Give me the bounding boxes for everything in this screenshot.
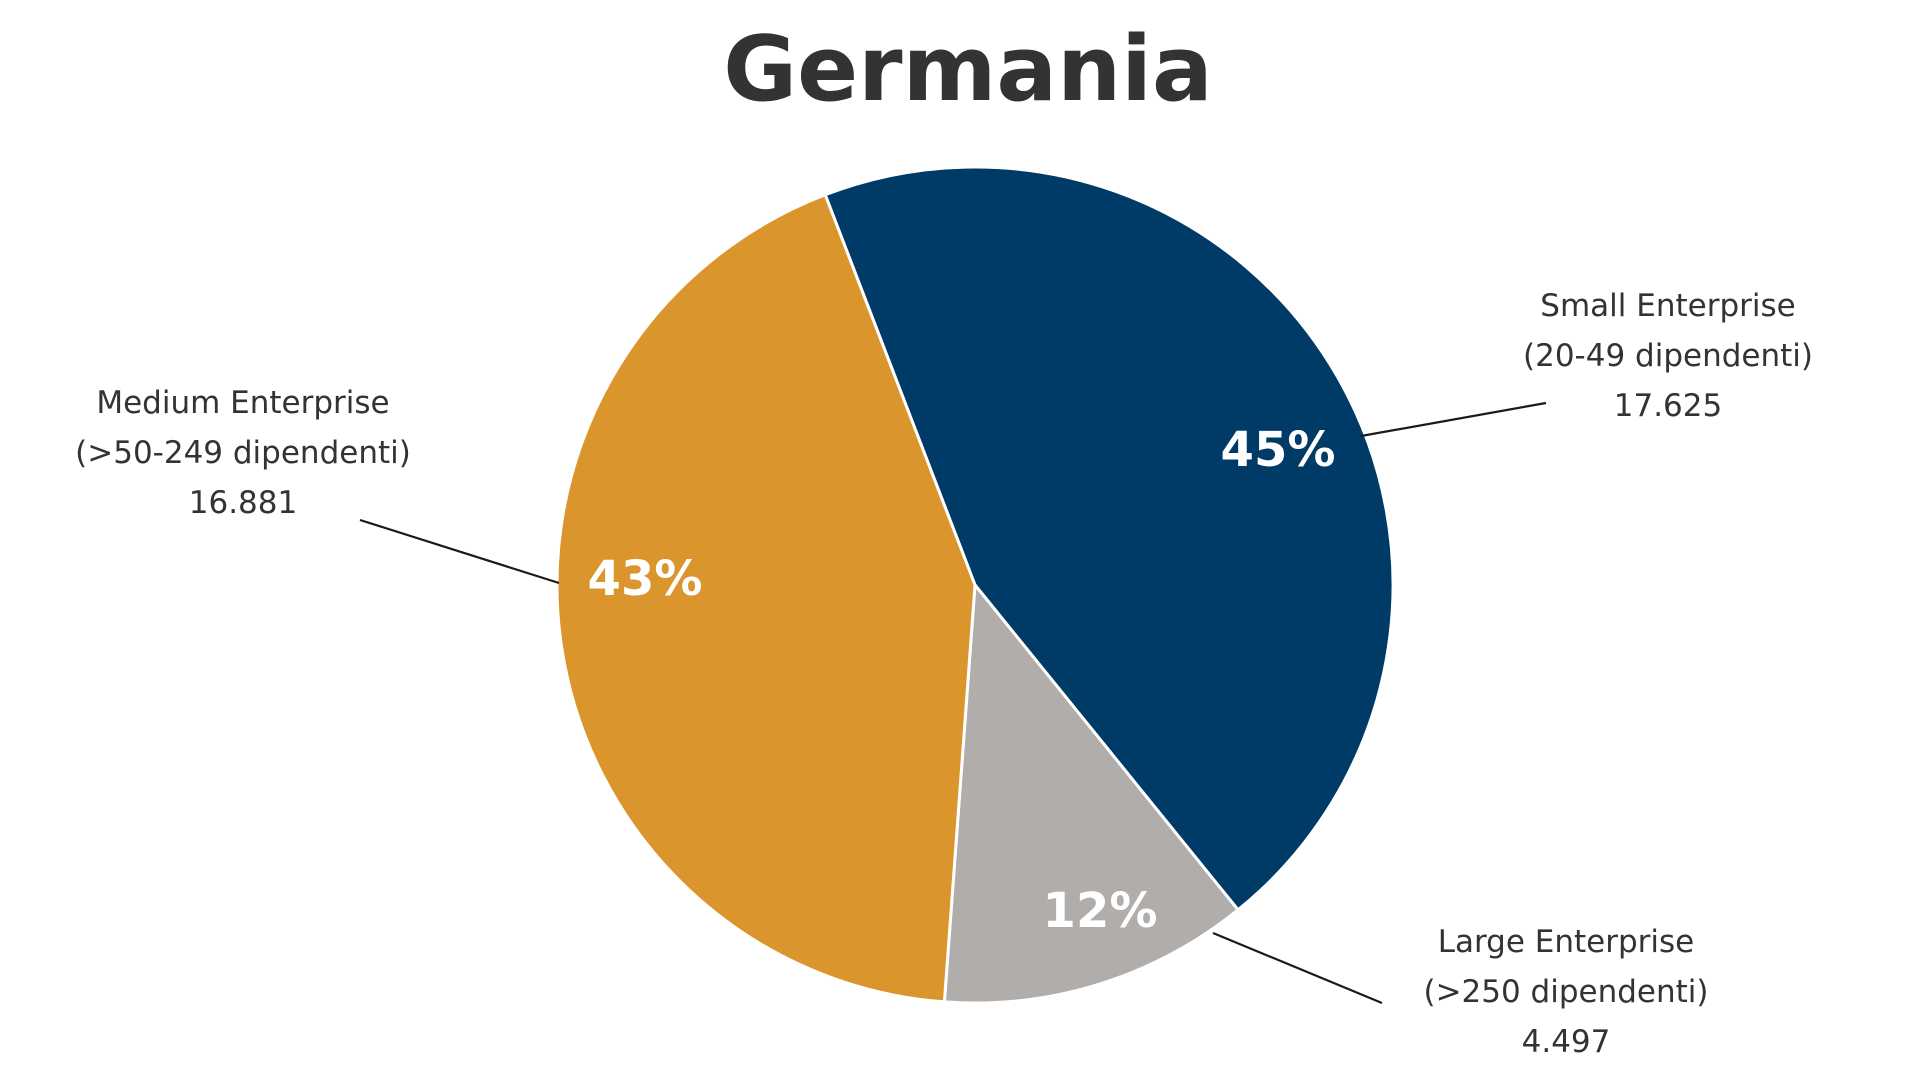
slice-percent-medium: 43%: [588, 551, 703, 607]
callout-large-count: 4.497: [1522, 1024, 1611, 1060]
callout-medium-name: Medium Enterprise: [96, 385, 389, 421]
callout-large: Large Enterprise (>250 dipendenti) 4.497: [1423, 924, 1708, 1060]
callout-small-name: Small Enterprise: [1540, 288, 1795, 324]
pie-slice-small: [823, 165, 1395, 912]
chart-title: Germania: [723, 17, 1212, 122]
callout-medium-detail: (>50-249 dipendenti): [75, 435, 411, 471]
callout-large-detail: (>250 dipendenti): [1423, 974, 1708, 1010]
pie-slices: [555, 165, 1395, 1005]
callout-small-count: 17.625: [1614, 388, 1722, 424]
callout-large-name: Large Enterprise: [1438, 924, 1695, 960]
slice-label-small: 45%: [1221, 422, 1336, 478]
slice-percent-large: 12%: [1043, 883, 1158, 939]
slice-percent-small: 45%: [1221, 422, 1336, 478]
callout-small: Small Enterprise (20-49 dipendenti) 17.6…: [1523, 288, 1813, 424]
leader-line-medium: [359, 518, 560, 585]
slice-label-medium: 43%: [588, 551, 703, 607]
callout-medium-count: 16.881: [189, 485, 297, 521]
pie-slice-medium: [555, 193, 977, 1004]
leader-line-small: [1360, 401, 1547, 438]
leader-line-large: [1212, 931, 1383, 1005]
slice-label-large: 12%: [1043, 883, 1158, 939]
pie-slice-large: [942, 583, 1240, 1005]
callout-small-detail: (20-49 dipendenti): [1523, 338, 1813, 374]
callout-medium: Medium Enterprise (>50-249 dipendenti) 1…: [75, 385, 411, 521]
